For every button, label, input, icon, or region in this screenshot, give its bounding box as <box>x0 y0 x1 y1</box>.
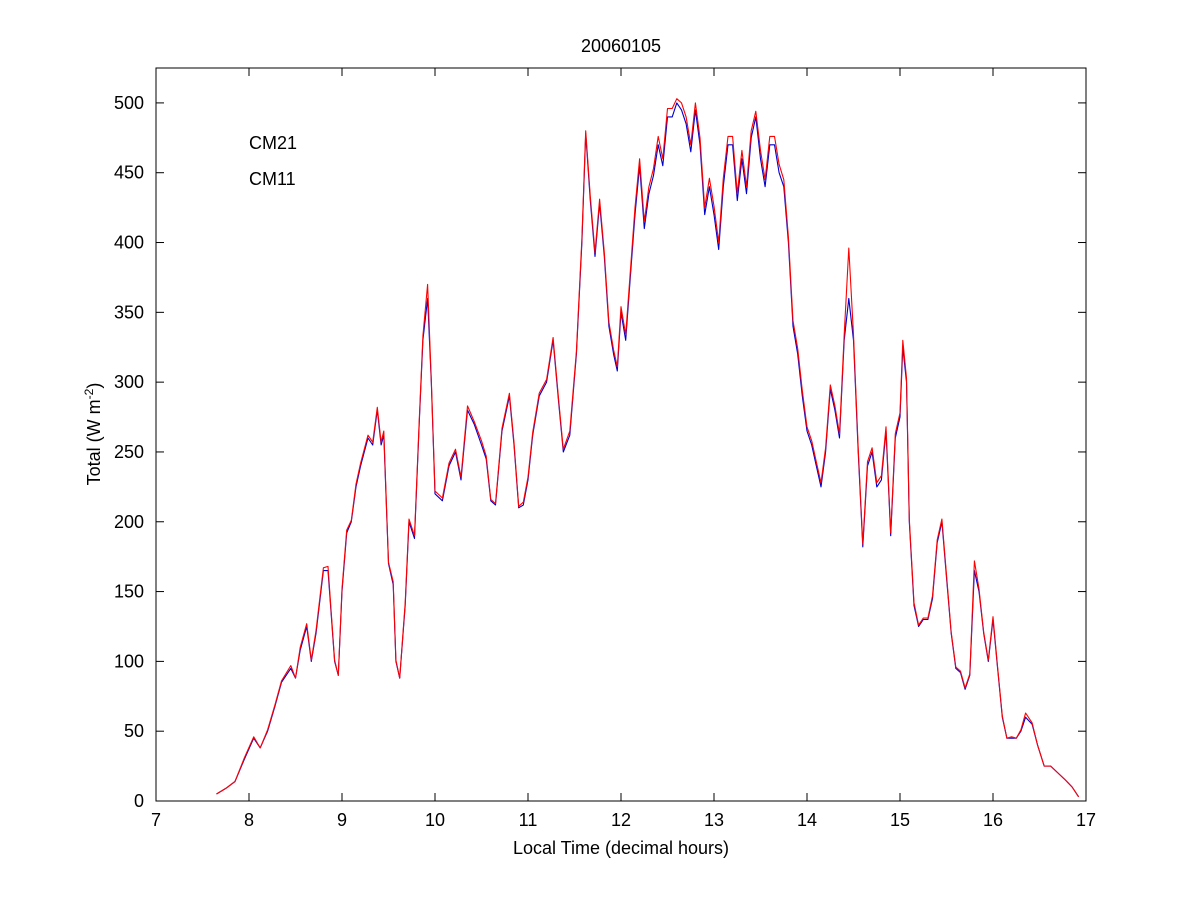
x-tick-label: 7 <box>151 810 161 830</box>
y-tick-label: 100 <box>114 651 144 671</box>
y-tick-label: 150 <box>114 582 144 602</box>
plot-area <box>156 68 1086 801</box>
y-tick-label: 500 <box>114 93 144 113</box>
y-tick-label: 300 <box>114 372 144 392</box>
tick-layer: 7 8 9 10 11 12 13 14 15 16 17 0 50 100 150 200 250 300 350… <box>114 68 1096 830</box>
legend-entry-cm21: CM21 <box>249 133 297 153</box>
x-tick-label: 15 <box>890 810 910 830</box>
chart-title: 20060105 <box>581 36 661 56</box>
y-tick-label: 450 <box>114 163 144 183</box>
x-tick-label: 11 <box>519 810 538 830</box>
y-axis-label-tail: ) <box>84 383 104 389</box>
x-tick-label: 16 <box>983 810 1003 830</box>
y-tick-label: 200 <box>114 512 144 532</box>
x-axis-label: Local Time (decimal hours) <box>513 838 729 858</box>
y-axis-label-main: Total (W m <box>84 399 104 485</box>
x-tick-label: 13 <box>704 810 724 830</box>
x-tick-label: 8 <box>244 810 254 830</box>
x-tick-label: 14 <box>797 810 817 830</box>
y-axis-label-superscript: -2 <box>82 388 96 399</box>
x-tick-label: 10 <box>425 810 445 830</box>
legend-entry-cm11: CM11 <box>249 169 296 189</box>
y-tick-label: 350 <box>114 302 144 322</box>
series-layer <box>216 98 1080 798</box>
y-tick-label: 400 <box>114 233 144 253</box>
series-line-cm11 <box>216 98 1080 798</box>
y-tick-label: 50 <box>124 721 144 741</box>
x-tick-label: 12 <box>611 810 631 830</box>
y-tick-label: 250 <box>114 442 144 462</box>
y-tick-label: 0 <box>134 791 144 811</box>
y-axis-label: Total (W m-2) <box>82 383 104 486</box>
x-tick-label: 17 <box>1076 810 1096 830</box>
x-tick-label: 9 <box>337 810 347 830</box>
